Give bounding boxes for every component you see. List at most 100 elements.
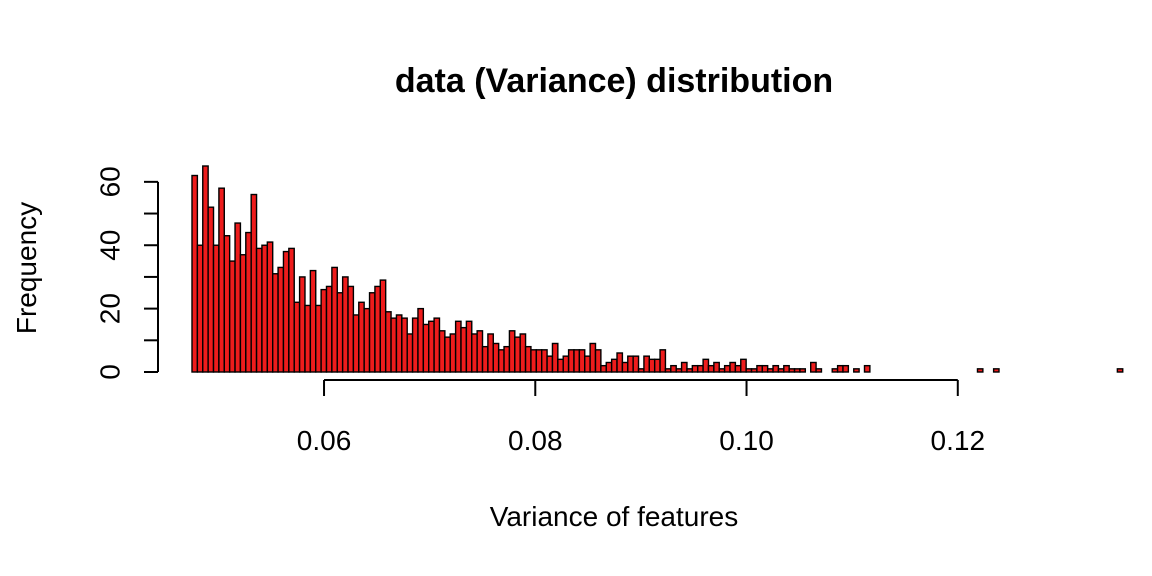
histogram-bar [481, 345, 489, 373]
histogram-bar [799, 368, 807, 373]
histogram-bar [562, 355, 570, 373]
histogram-bar [648, 358, 656, 373]
histogram-bar [514, 336, 521, 373]
histogram-bar [610, 358, 618, 373]
histogram-bar [492, 342, 500, 373]
histogram-bar [863, 364, 871, 373]
histogram-bar [524, 345, 532, 373]
histogram-bar [530, 349, 538, 373]
histogram-bar [401, 317, 408, 373]
histogram-bar [567, 349, 575, 373]
x-axis: 0.06 0.08 0.10 0.12 [297, 379, 985, 456]
histogram-bar [223, 235, 231, 373]
x-tick-label: 0.08 [508, 425, 563, 456]
histogram-bar [212, 244, 220, 373]
histogram-bar [245, 231, 252, 373]
histogram-bar [1116, 368, 1124, 373]
histogram-bar [325, 285, 333, 373]
histogram-bar [282, 250, 290, 373]
histogram-bar [250, 193, 258, 373]
histogram-bar [740, 358, 747, 373]
histogram-bar [304, 304, 312, 373]
histogram-bar [643, 355, 650, 373]
histogram-bar [680, 361, 688, 373]
histogram-bar [745, 368, 753, 373]
histogram-bar [411, 317, 419, 373]
histogram-bar [697, 364, 704, 373]
histogram-bar [288, 247, 295, 373]
histogram-bar [675, 368, 683, 373]
y-tick-label: 0 [95, 364, 126, 380]
y-axis: 0 20 40 60 [95, 166, 159, 380]
histogram-bar [336, 292, 344, 373]
histogram-bar [465, 320, 473, 373]
histogram-bar [718, 368, 726, 373]
histogram-bar [707, 364, 715, 373]
histogram-bar [546, 355, 554, 373]
histogram-bar [234, 222, 242, 373]
histogram-bar [390, 317, 398, 373]
histogram-bar [433, 317, 441, 373]
histogram-bar [600, 364, 607, 373]
histogram-bar [535, 349, 543, 373]
y-tick-label: 60 [95, 166, 126, 197]
histogram-bar [449, 333, 457, 373]
histogram-bar [637, 368, 645, 373]
histogram-bar [777, 368, 785, 373]
histogram-bar [471, 333, 478, 373]
histogram-bar [503, 345, 511, 373]
histogram-bar [352, 314, 360, 373]
y-axis-label: Frequency [11, 202, 42, 334]
histogram-bar [621, 361, 629, 373]
histogram-bar [395, 314, 403, 373]
histogram-bar [815, 368, 823, 373]
histogram-bar [487, 333, 494, 373]
y-tick-label: 40 [95, 230, 126, 261]
histogram-bar [261, 244, 269, 373]
histogram-bar [853, 368, 860, 373]
histogram-bar [831, 368, 839, 373]
histogram-bar [766, 368, 774, 373]
histogram-bar [713, 361, 720, 373]
histogram-bar [298, 276, 306, 373]
histogram-bar [836, 364, 844, 373]
histogram-bar [584, 355, 591, 373]
x-axis-label: Variance of features [490, 501, 739, 532]
histogram-bar [207, 206, 215, 373]
histogram-bar [519, 333, 527, 373]
histogram-bar [589, 342, 597, 373]
histogram-bar [616, 352, 624, 373]
histogram-bar [320, 288, 328, 373]
histogram-bar [417, 307, 425, 373]
histogram-bars [191, 165, 1124, 373]
histogram-bar [557, 358, 564, 373]
histogram-bar [422, 323, 430, 373]
histogram-bar [842, 364, 850, 373]
x-tick-label: 0.10 [719, 425, 774, 456]
y-tick-label: 20 [95, 293, 126, 324]
histogram-bar [783, 364, 790, 373]
histogram-bar [374, 285, 382, 373]
histogram-bar [702, 358, 710, 373]
histogram-bar [331, 266, 338, 373]
histogram-bar [363, 307, 371, 373]
histogram-bar [368, 292, 376, 373]
histogram-bar [734, 364, 742, 373]
histogram-bar [664, 368, 672, 373]
histogram-bar [508, 330, 516, 373]
histogram-bar [772, 364, 780, 373]
histogram-bar [750, 368, 758, 373]
histogram-bar [729, 361, 737, 373]
histogram-bar [239, 254, 247, 373]
histogram-bar [497, 349, 505, 373]
histogram-bar [551, 342, 559, 373]
histogram-bar [761, 364, 769, 373]
histogram-bar [309, 269, 317, 373]
histogram-bar [266, 241, 274, 373]
histogram-bar [196, 244, 204, 373]
histogram-bar [379, 279, 387, 373]
histogram-bar [341, 276, 349, 373]
histogram-bar [438, 330, 446, 373]
histogram-bar [976, 368, 984, 373]
